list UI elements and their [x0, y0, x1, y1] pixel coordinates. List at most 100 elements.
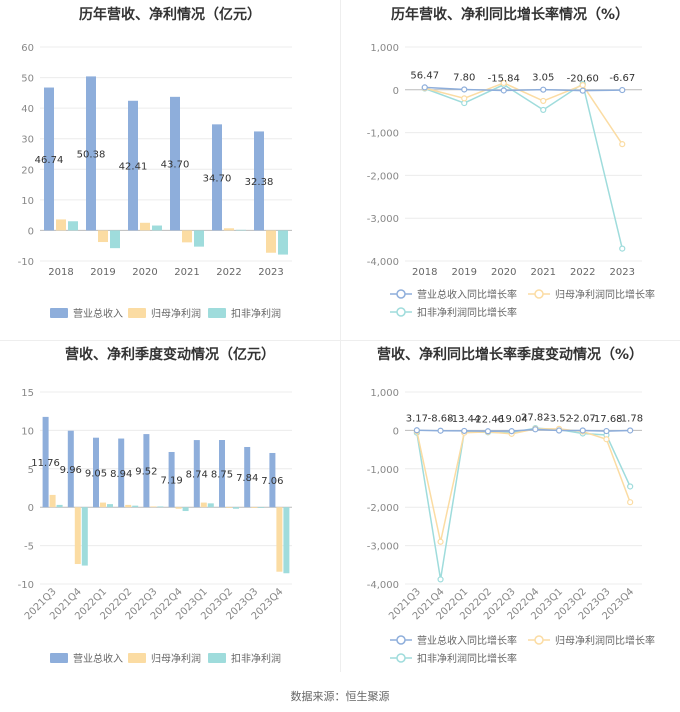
y-tick-label: 0 — [393, 86, 399, 97]
series-point — [603, 427, 610, 435]
series-point — [508, 428, 515, 435]
data-label: 7.19 — [160, 476, 182, 487]
x-tick-label: 2018 — [412, 267, 437, 278]
data-label: 32.38 — [245, 177, 274, 188]
y-tick-label: -1,000 — [367, 465, 399, 476]
legend-swatch-marker — [396, 307, 406, 317]
bar — [224, 228, 234, 231]
x-tick-label: 2022 — [570, 267, 595, 278]
data-label: -6.67 — [609, 73, 635, 84]
x-tick-label: 2022 — [216, 267, 241, 278]
quarterly-revenue-profit-chart: 营收、净利季度变动情况（亿元） -10 -5 0 5 10 15 2021Q3 2021Q4 2… — [0, 340, 340, 680]
y-tick-label: -2,000 — [367, 503, 399, 514]
x-tick-label: 2019 — [90, 267, 115, 278]
bar — [269, 452, 276, 508]
legend-swatch — [50, 308, 68, 318]
series-point — [500, 79, 507, 87]
data-label: -1.78 — [617, 413, 643, 424]
data-label: -19.04 — [496, 414, 528, 425]
annual-revenue-profit-chart: 历年营收、净利情况（亿元） -10 0 10 20 30 40 50 60 2018 2019 20… — [0, 0, 340, 340]
data-label: 9.52 — [135, 467, 157, 478]
data-label: 46.74 — [35, 155, 64, 166]
annual-growth-rate-chart: 历年营收、净利同比增长率情况（%） -4,000 -3,000 -2,000 -1,0… — [340, 0, 680, 340]
y-tick-label: -1,000 — [367, 129, 399, 140]
bar — [244, 446, 251, 508]
y-tick-label: 1,000 — [370, 388, 399, 399]
series-point — [461, 86, 468, 93]
series-point — [619, 86, 626, 94]
bar — [132, 505, 139, 508]
legend-label: 扣非净利润同比增长率 — [417, 652, 517, 665]
y-tick-label: 10 — [21, 196, 34, 207]
bar — [175, 507, 182, 509]
chart-title: 营收、净利季度变动情况（亿元） — [65, 347, 275, 363]
legend-swatch — [208, 308, 226, 318]
bar — [56, 219, 66, 231]
y-tick-label: 0 — [28, 503, 34, 514]
legend-label: 营业总收入 — [73, 307, 123, 320]
bar — [157, 506, 164, 508]
bar — [266, 230, 276, 253]
series-point — [555, 427, 563, 434]
x-tick-label: 2021 — [174, 267, 199, 278]
legend-label: 营业总收入同比增长率 — [417, 634, 517, 647]
legend-label: 归母净利润同比增长率 — [555, 634, 655, 647]
chart-title: 历年营收、净利情况（亿元） — [79, 7, 261, 23]
bar — [170, 96, 180, 231]
legend-label: 扣非净利润 — [231, 652, 281, 665]
legend-swatch — [208, 653, 226, 663]
data-label: -2.07 — [570, 413, 596, 424]
legend-label: 扣非净利润同比增长率 — [417, 306, 517, 319]
bar — [254, 131, 264, 231]
series-point — [500, 87, 507, 94]
bar — [212, 124, 222, 231]
series-point — [627, 499, 634, 506]
bar — [125, 504, 132, 508]
bar — [140, 222, 150, 231]
chart-svg: -4,000 -3,000 -2,000 -1,000 0 1,000 2018 2019 20… — [367, 43, 655, 319]
data-label: -15.84 — [488, 73, 520, 84]
series-point — [461, 427, 468, 435]
series-point — [437, 538, 444, 545]
data-label: 27.82 — [521, 412, 550, 423]
data-label: 7.06 — [261, 476, 283, 487]
legend-swatch-marker — [534, 635, 544, 645]
chart-group: -4,000-3,000-2,000-1,00001,0002021Q32021… — [367, 388, 655, 665]
series-point — [437, 427, 444, 434]
bar — [278, 230, 288, 255]
bar — [86, 76, 96, 231]
data-label: 43.70 — [161, 160, 190, 171]
bar — [226, 507, 232, 508]
bar — [207, 503, 214, 508]
data-label: 56.47 — [410, 70, 439, 81]
bar — [276, 507, 283, 572]
y-tick-label: -3,000 — [367, 542, 399, 553]
bar — [233, 507, 239, 509]
data-label: 11.76 — [31, 458, 60, 469]
data-label: 42.41 — [119, 162, 148, 173]
x-tick-label: 2020 — [491, 267, 516, 278]
bar — [118, 438, 125, 508]
bar — [182, 507, 189, 512]
y-tick-label: -10 — [18, 257, 34, 268]
bar — [182, 230, 192, 243]
data-label: 8.74 — [186, 470, 208, 481]
y-tick-label: -4,000 — [367, 580, 399, 591]
y-tick-label: 20 — [21, 165, 34, 176]
data-label: -13.44 — [448, 414, 480, 425]
bar — [194, 230, 204, 247]
x-tick-label: 2019 — [452, 267, 477, 278]
series-point — [619, 141, 626, 148]
bar — [219, 440, 225, 508]
bar — [200, 502, 207, 508]
data-label: 7.80 — [453, 72, 475, 83]
x-tick-label: 2023 — [258, 267, 283, 278]
series-point — [603, 436, 610, 443]
data-label: -3.52 — [546, 414, 572, 425]
data-label: -8.68 — [428, 414, 454, 425]
chart-svg: -10 0 10 20 30 40 50 60 2018 2019 2020 2021 2022 2023… — [18, 43, 292, 320]
legend-swatch — [128, 653, 146, 663]
series-point — [461, 95, 468, 102]
data-label: 9.05 — [85, 468, 107, 479]
y-tick-label: 60 — [21, 43, 34, 54]
